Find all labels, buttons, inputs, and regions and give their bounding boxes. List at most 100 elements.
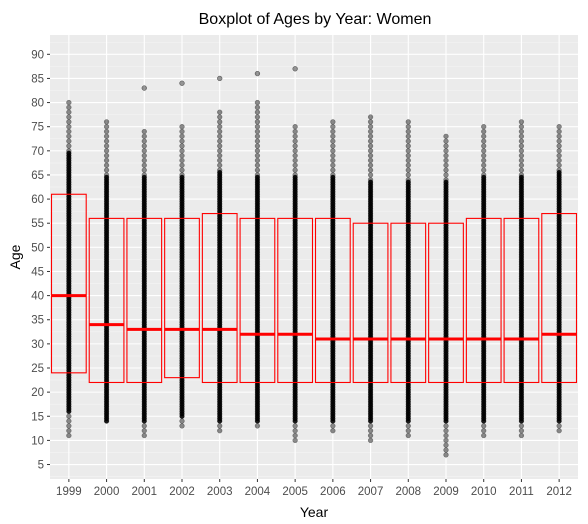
y-tick-label: 90 [31,49,44,61]
data-point [481,167,487,173]
data-point [443,432,449,439]
data-point [481,157,487,164]
data-point [330,119,336,125]
data-point [518,172,525,178]
data-point [481,432,487,439]
x-tick-label: 2006 [320,486,346,498]
data-point [292,157,298,164]
data-point [556,133,562,139]
y-tick-label: 85 [31,73,44,85]
data-point [443,157,449,164]
data-point [103,133,110,139]
data-point [405,157,411,164]
data-point [443,177,449,183]
y-axis-title: Age [7,244,23,269]
data-point [443,437,449,443]
data-point [292,153,298,159]
y-tick-label: 20 [31,387,44,399]
data-point [330,148,336,154]
data-point [217,143,223,149]
data-point [518,157,525,164]
data-point [66,413,72,419]
data-point [66,423,72,429]
data-point [217,162,223,168]
data-point [66,143,72,149]
data-point [103,148,110,154]
data-point [141,167,147,173]
data-point [254,167,261,173]
data-point [556,428,562,434]
data-point [443,138,449,144]
data-point [556,162,562,168]
data-point [367,437,374,443]
data-point [254,128,261,135]
x-tick-label: 2002 [169,486,195,498]
data-point [367,167,374,173]
data-point [518,153,525,159]
data-point [367,124,374,130]
y-tick-label: 65 [31,170,44,182]
data-point [254,143,261,149]
box-2002 [164,217,200,379]
x-axis-title: Year [300,504,329,520]
data-point [254,138,261,144]
data-point [481,143,487,149]
data-point [103,157,110,164]
data-point [292,138,298,144]
data-point [217,167,223,173]
outlier-point [292,66,298,72]
y-tick-label: 75 [31,122,44,134]
data-point [217,153,223,159]
box-2004 [239,217,276,384]
data-point [66,128,72,135]
data-point [330,162,336,168]
data-point [556,157,562,164]
data-point [443,153,449,159]
x-tick-label: 2004 [245,486,271,498]
data-point [179,172,185,178]
data-point [103,119,110,125]
x-tick-label: 2003 [207,486,233,498]
data-point [405,432,411,439]
data-point [330,167,336,173]
x-tick-label: 2009 [433,486,459,498]
data-point [518,148,525,154]
box-2000 [88,217,125,384]
data-point [518,119,525,125]
data-point [367,432,374,439]
x-tick-label: 1999 [56,486,82,498]
x-tick-label: 2010 [471,486,497,498]
data-point [367,119,374,125]
data-point [66,428,72,434]
data-point [556,153,562,159]
y-axis: 5 10 15 20 25 30 35 40 45 50 55 60 65 70 75 80 85 90 [31,49,50,472]
data-point [292,128,298,135]
outlier-point [179,80,185,86]
data-point [179,148,185,154]
data-point [217,138,223,144]
data-point [292,437,298,443]
data-point [254,153,261,159]
data-point [179,138,185,144]
data-point [217,423,223,429]
data-point [254,133,261,139]
data-point [481,423,487,429]
data-point [367,162,374,168]
outlier-point [217,75,223,82]
boxes [50,193,578,384]
data-point [556,148,562,154]
data-point [292,148,298,154]
data-point [254,114,261,120]
data-point [292,432,298,439]
y-tick-label: 10 [31,435,44,447]
data-point [405,167,411,173]
data-point [367,138,374,144]
data-point [66,138,72,144]
x-axis: 1999 2000 2001 2002 2003 2004 2005 2006 2007 2008… [56,479,572,498]
data-point [367,177,374,183]
outlier-point [254,70,261,77]
data-point [405,162,411,168]
data-point [481,128,487,135]
box-2005 [277,217,314,384]
data-point [217,157,223,164]
